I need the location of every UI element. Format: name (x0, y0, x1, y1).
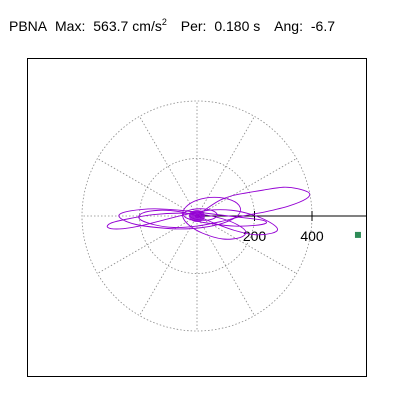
motion-trace (106, 186, 311, 240)
x-axis-tick-label: 200 (243, 228, 267, 244)
station-code: PBNA (9, 18, 48, 34)
grid-spoke (196, 215, 297, 274)
x-axis-ticks: 200 400 (243, 211, 324, 244)
period-label: Per: (180, 18, 207, 34)
chart-header: PBNA Max: 563.7 cm/s2 Per: 0.180 s Ang: -… (9, 17, 339, 35)
trace-core (189, 210, 205, 222)
period-value: 0.180 s (214, 18, 261, 34)
grid-spoke (139, 116, 198, 217)
trace-path (106, 186, 311, 240)
grid-spoke (97, 158, 198, 217)
max-unit-exponent: 2 (161, 17, 167, 27)
max-unit: cm/s2 (132, 17, 167, 35)
grid-spoke (97, 215, 198, 274)
grid-spoke (196, 215, 255, 316)
plot-frame (27, 58, 367, 377)
angle-label: Ang: (274, 18, 303, 34)
max-label: Max: (55, 18, 86, 34)
grid-spoke (196, 158, 297, 217)
max-unit-base: cm/s (132, 18, 162, 34)
grid-spoke (196, 116, 255, 217)
angle-value: -6.7 (310, 18, 335, 34)
end-marker-group (354, 231, 361, 238)
x-axis-tick-label: 400 (300, 228, 324, 244)
max-marker (354, 231, 361, 238)
max-value: 563.7 (93, 18, 129, 34)
grid-spoke (139, 215, 198, 316)
